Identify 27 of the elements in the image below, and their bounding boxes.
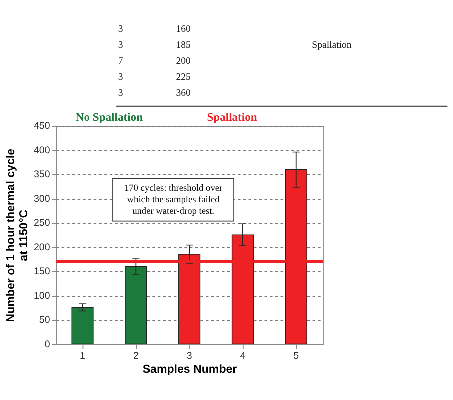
x-axis-title: Samples Number bbox=[142, 364, 238, 376]
y-tick-label: 300 bbox=[34, 194, 51, 205]
text: Spallation bbox=[312, 40, 352, 51]
y-tick-label: 150 bbox=[34, 266, 51, 278]
annotation: 170 cycles: threshold over which the samples failed under water-drop test. bbox=[124, 184, 224, 218]
text: 7 200 bbox=[118, 56, 191, 67]
y-tick-label: 450 bbox=[34, 121, 51, 132]
bar bbox=[72, 307, 94, 345]
y-tick-label: 200 bbox=[34, 242, 51, 254]
y-tick-label: 0 bbox=[44, 339, 51, 350]
x-tick-label: 3 bbox=[186, 350, 192, 362]
y-tick-label: 50 bbox=[39, 315, 51, 326]
y-tick-label: 400 bbox=[34, 145, 51, 156]
x-tick-label: 5 bbox=[294, 350, 300, 362]
x-tick-label: 1 bbox=[80, 350, 86, 362]
text: Spallation bbox=[207, 110, 258, 124]
text: 3 185 bbox=[118, 40, 191, 51]
text: 3 160 bbox=[118, 24, 191, 35]
text: 3 360 bbox=[118, 88, 191, 99]
x-tick-label: 2 bbox=[133, 350, 139, 362]
y-tick-label: 350 bbox=[34, 170, 51, 181]
x-tick-label: 4 bbox=[240, 350, 246, 362]
y-axis-title: Number of 1 hour thermal cycle at 1150°C bbox=[5, 148, 31, 322]
y-tick-label: 100 bbox=[34, 290, 51, 302]
text: 3 225 bbox=[118, 72, 191, 83]
text: No Spallation bbox=[76, 110, 144, 124]
y-tick-label: 250 bbox=[34, 218, 51, 230]
